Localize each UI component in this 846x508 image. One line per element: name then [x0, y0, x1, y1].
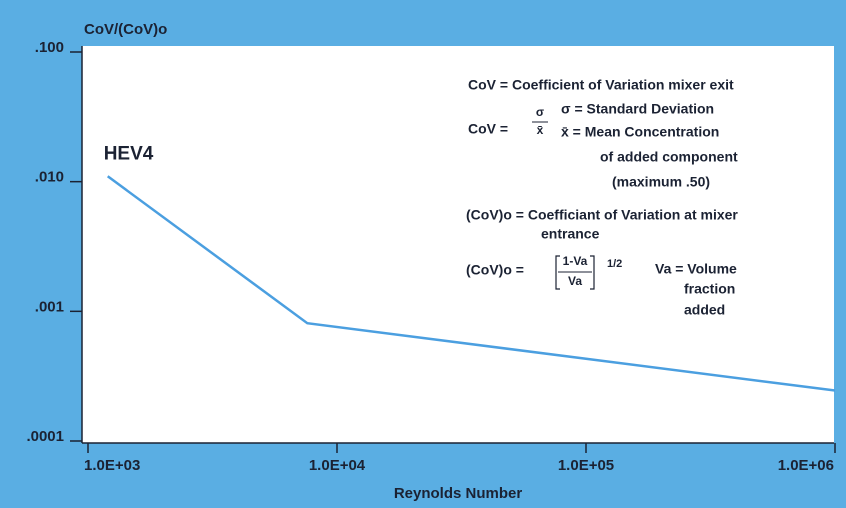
annotation: x̄ = Mean Concentration [561, 124, 719, 140]
annotation: σ = Standard Deviation [561, 101, 714, 117]
annotation: entrance [541, 226, 600, 242]
plot-area [82, 46, 834, 443]
annotation: 1/2 [607, 258, 622, 270]
annotation: x̄ [537, 123, 544, 137]
x-axis-label: Reynolds Number [394, 485, 523, 502]
annotation: of added component [600, 149, 738, 165]
y-tick-label: .100 [35, 39, 64, 56]
annotation: (CoV)o = [466, 262, 524, 278]
bracket [555, 255, 595, 290]
y-tick-label: .010 [35, 169, 64, 186]
series-label: HEV4 [104, 143, 154, 164]
x-tick-label: 1.0E+04 [309, 457, 366, 474]
data-line [106, 175, 836, 392]
y-axis-label: CoV/(CoV)o [84, 21, 167, 38]
x-tick-label: 1.0E+05 [558, 457, 614, 474]
x-tick-label: 1.0E+06 [778, 457, 834, 474]
annotation: Va = Volume [655, 261, 737, 277]
annotation: CoV = Coefficient of Variation mixer exi… [468, 77, 734, 93]
y-tick-label: .001 [35, 298, 64, 315]
annotation: (CoV)o = Coefficiant of Variation at mix… [466, 207, 738, 223]
annotation: CoV = [468, 121, 508, 137]
annotation: Va [568, 274, 582, 288]
annotation: added [684, 302, 725, 318]
y-tick-label: .0001 [26, 428, 64, 445]
annotation: fraction [684, 281, 735, 297]
annotation: σ [536, 105, 544, 119]
annotation: 1-Va [563, 254, 588, 268]
x-tick-label: 1.0E+03 [84, 457, 140, 474]
annotation: (maximum .50) [612, 174, 710, 190]
